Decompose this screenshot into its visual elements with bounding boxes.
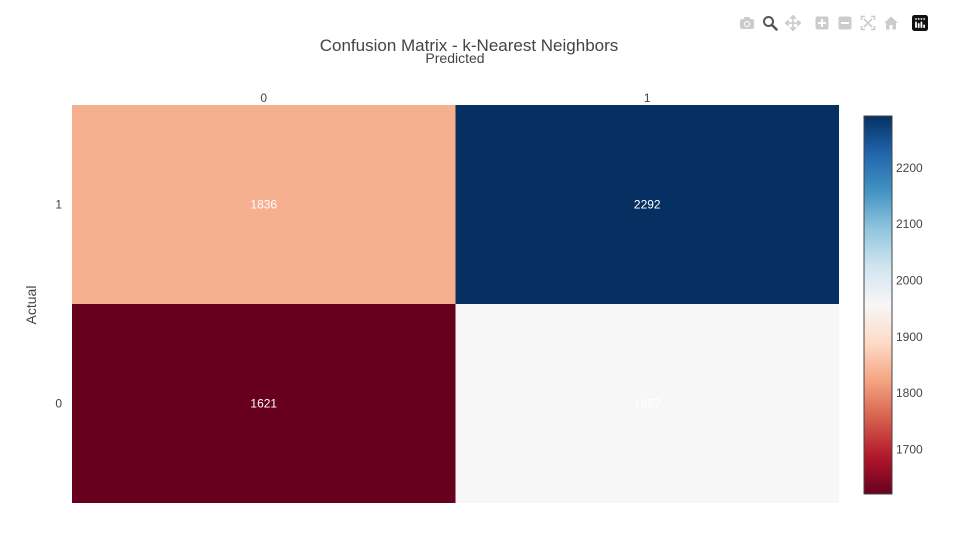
- zoom-in-icon[interactable]: [811, 12, 833, 34]
- cell-value-label: 1957: [634, 397, 661, 411]
- colorbar-tick-label: 1900: [896, 330, 923, 344]
- chart-title: Confusion Matrix - k-Nearest Neighbors: [320, 36, 619, 55]
- camera-icon[interactable]: [736, 12, 758, 34]
- heatmap-cell: [455, 105, 839, 304]
- y-axis-ticks: 10: [55, 198, 62, 411]
- colorbar-tick-label: 2100: [896, 217, 923, 231]
- colorbar-ticks: 1700 1800 1900 2000 2100 2200: [896, 161, 923, 457]
- cell-value-label: 1836: [250, 198, 277, 212]
- colorbar: 1700 1800 1900 2000 2100 2200: [863, 115, 923, 495]
- x-axis-title: Predicted: [425, 50, 484, 66]
- cell-value-label: 1621: [250, 397, 277, 411]
- heatmap-cells: 1836 2292 1621 1957: [72, 105, 839, 503]
- autoscale-icon[interactable]: [857, 12, 879, 34]
- heatmap-cell: [72, 105, 456, 304]
- x-tick-label: 0: [260, 91, 267, 105]
- plotly-logo-icon[interactable]: [909, 12, 931, 34]
- y-axis-title: Actual: [23, 286, 39, 325]
- modebar: [736, 12, 932, 34]
- cell-value-label: 2292: [634, 198, 661, 212]
- pan-icon[interactable]: [782, 12, 804, 34]
- x-tick-label: 1: [644, 91, 651, 105]
- zoom-out-icon[interactable]: [834, 12, 856, 34]
- heatmap-cell: [72, 304, 456, 503]
- colorbar-tick-label: 1700: [896, 442, 923, 456]
- colorbar-tick-label: 2000: [896, 273, 923, 287]
- reset-axes-icon[interactable]: [880, 12, 902, 34]
- zoom-icon[interactable]: [759, 12, 781, 34]
- colorbar-gradient: [863, 115, 893, 495]
- colorbar-tick-label: 2200: [896, 161, 923, 175]
- y-tick-label: 0: [55, 397, 62, 411]
- heatmap-cell: [455, 304, 839, 503]
- y-tick-label: 1: [55, 198, 62, 212]
- colorbar-tick-label: 1800: [896, 386, 923, 400]
